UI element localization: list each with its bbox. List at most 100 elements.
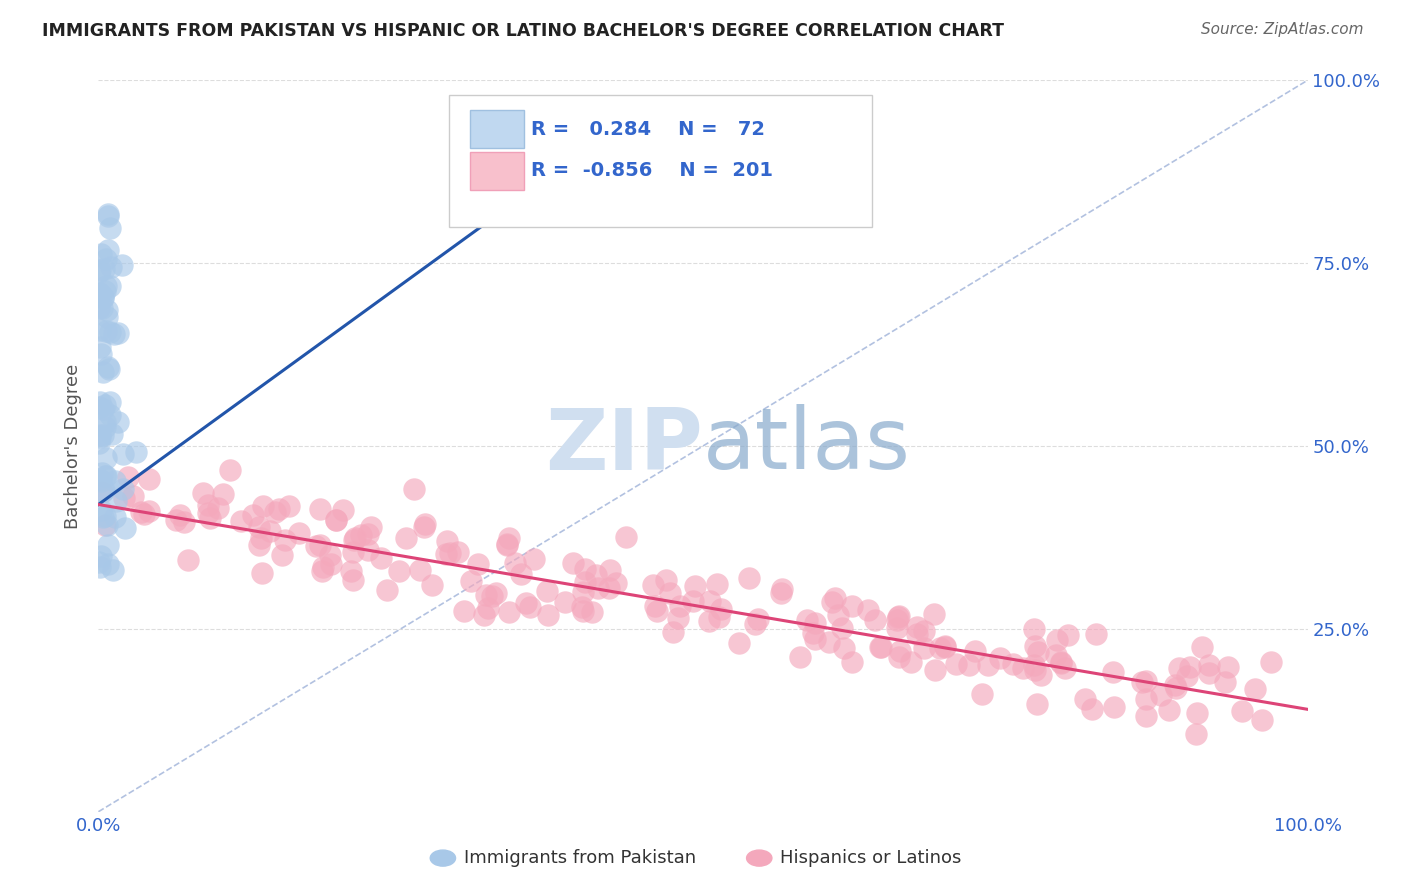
Point: [274, 533, 297, 547]
Point: [574, 574, 596, 589]
Point: [447, 544, 470, 558]
Point: [420, 578, 443, 592]
Point: [91, 292, 114, 306]
FancyBboxPatch shape: [470, 111, 524, 148]
Point: [1002, 657, 1025, 671]
Point: [1132, 674, 1154, 689]
Point: [97, 206, 120, 220]
Point: [308, 502, 330, 516]
Point: [250, 531, 273, 545]
Point: [90, 246, 112, 260]
Point: [645, 604, 668, 618]
Point: [965, 644, 987, 658]
Point: [97, 209, 120, 223]
Point: [94, 398, 117, 412]
Point: [889, 643, 911, 657]
Point: [1260, 655, 1282, 669]
Point: [498, 531, 520, 545]
Point: [598, 581, 620, 595]
Text: R =   0.284    N =   72: R = 0.284 N = 72: [531, 120, 765, 139]
Point: [1025, 697, 1047, 711]
Point: [107, 326, 129, 341]
Point: [409, 563, 432, 577]
Point: [1198, 658, 1220, 673]
Point: [91, 510, 114, 524]
Point: [599, 562, 621, 576]
Point: [98, 278, 121, 293]
Point: [1163, 678, 1185, 692]
Point: [770, 582, 793, 596]
Point: [1074, 691, 1097, 706]
Point: [977, 658, 1000, 673]
Point: [1024, 639, 1046, 653]
Point: [928, 640, 950, 655]
Point: [453, 604, 475, 618]
Point: [1213, 675, 1236, 690]
Point: [100, 260, 122, 274]
Point: [1050, 657, 1073, 671]
Point: [658, 586, 681, 600]
Point: [412, 520, 434, 534]
Point: [484, 586, 506, 600]
Point: [91, 401, 114, 416]
Point: [581, 605, 603, 619]
Point: [90, 347, 112, 361]
Text: ZIP: ZIP: [546, 404, 703, 488]
Point: [357, 526, 380, 541]
Point: [89, 262, 111, 277]
Point: [395, 531, 418, 545]
Point: [1175, 669, 1198, 683]
Point: [924, 607, 946, 621]
Point: [96, 310, 118, 325]
Point: [699, 594, 721, 608]
Point: [90, 474, 112, 488]
Point: [644, 599, 666, 614]
Point: [177, 552, 200, 566]
Point: [747, 612, 769, 626]
Point: [111, 258, 134, 272]
Point: [496, 537, 519, 551]
Point: [1178, 660, 1201, 674]
Point: [89, 265, 111, 279]
Point: [104, 474, 127, 488]
Point: [388, 564, 411, 578]
Point: [831, 622, 853, 636]
Point: [98, 395, 121, 409]
Point: [697, 614, 720, 628]
Point: [138, 503, 160, 517]
Point: [94, 419, 117, 434]
Point: [96, 517, 118, 532]
Point: [91, 365, 114, 379]
Point: [305, 539, 328, 553]
Point: [325, 513, 347, 527]
Point: [1135, 673, 1157, 688]
Point: [1080, 702, 1102, 716]
Point: [537, 607, 560, 622]
Point: [89, 472, 111, 486]
Point: [682, 594, 704, 608]
Point: [1191, 640, 1213, 655]
Point: [87, 555, 110, 569]
Point: [90, 549, 112, 563]
Point: [104, 493, 127, 508]
Point: [1031, 668, 1053, 682]
Point: [460, 574, 482, 589]
Point: [562, 556, 585, 570]
Point: [924, 663, 946, 677]
Point: [87, 285, 110, 300]
Point: [510, 566, 533, 581]
Point: [90, 466, 112, 480]
Point: [1166, 681, 1188, 695]
Point: [728, 635, 751, 649]
Point: [905, 627, 928, 641]
Point: [1012, 661, 1035, 675]
Text: Immigrants from Pakistan: Immigrants from Pakistan: [464, 849, 696, 867]
Point: [114, 521, 136, 535]
Point: [402, 482, 425, 496]
Point: [1045, 648, 1067, 662]
Point: [654, 574, 676, 588]
Point: [332, 502, 354, 516]
Point: [706, 577, 728, 591]
Point: [436, 534, 458, 549]
Point: [662, 625, 685, 640]
